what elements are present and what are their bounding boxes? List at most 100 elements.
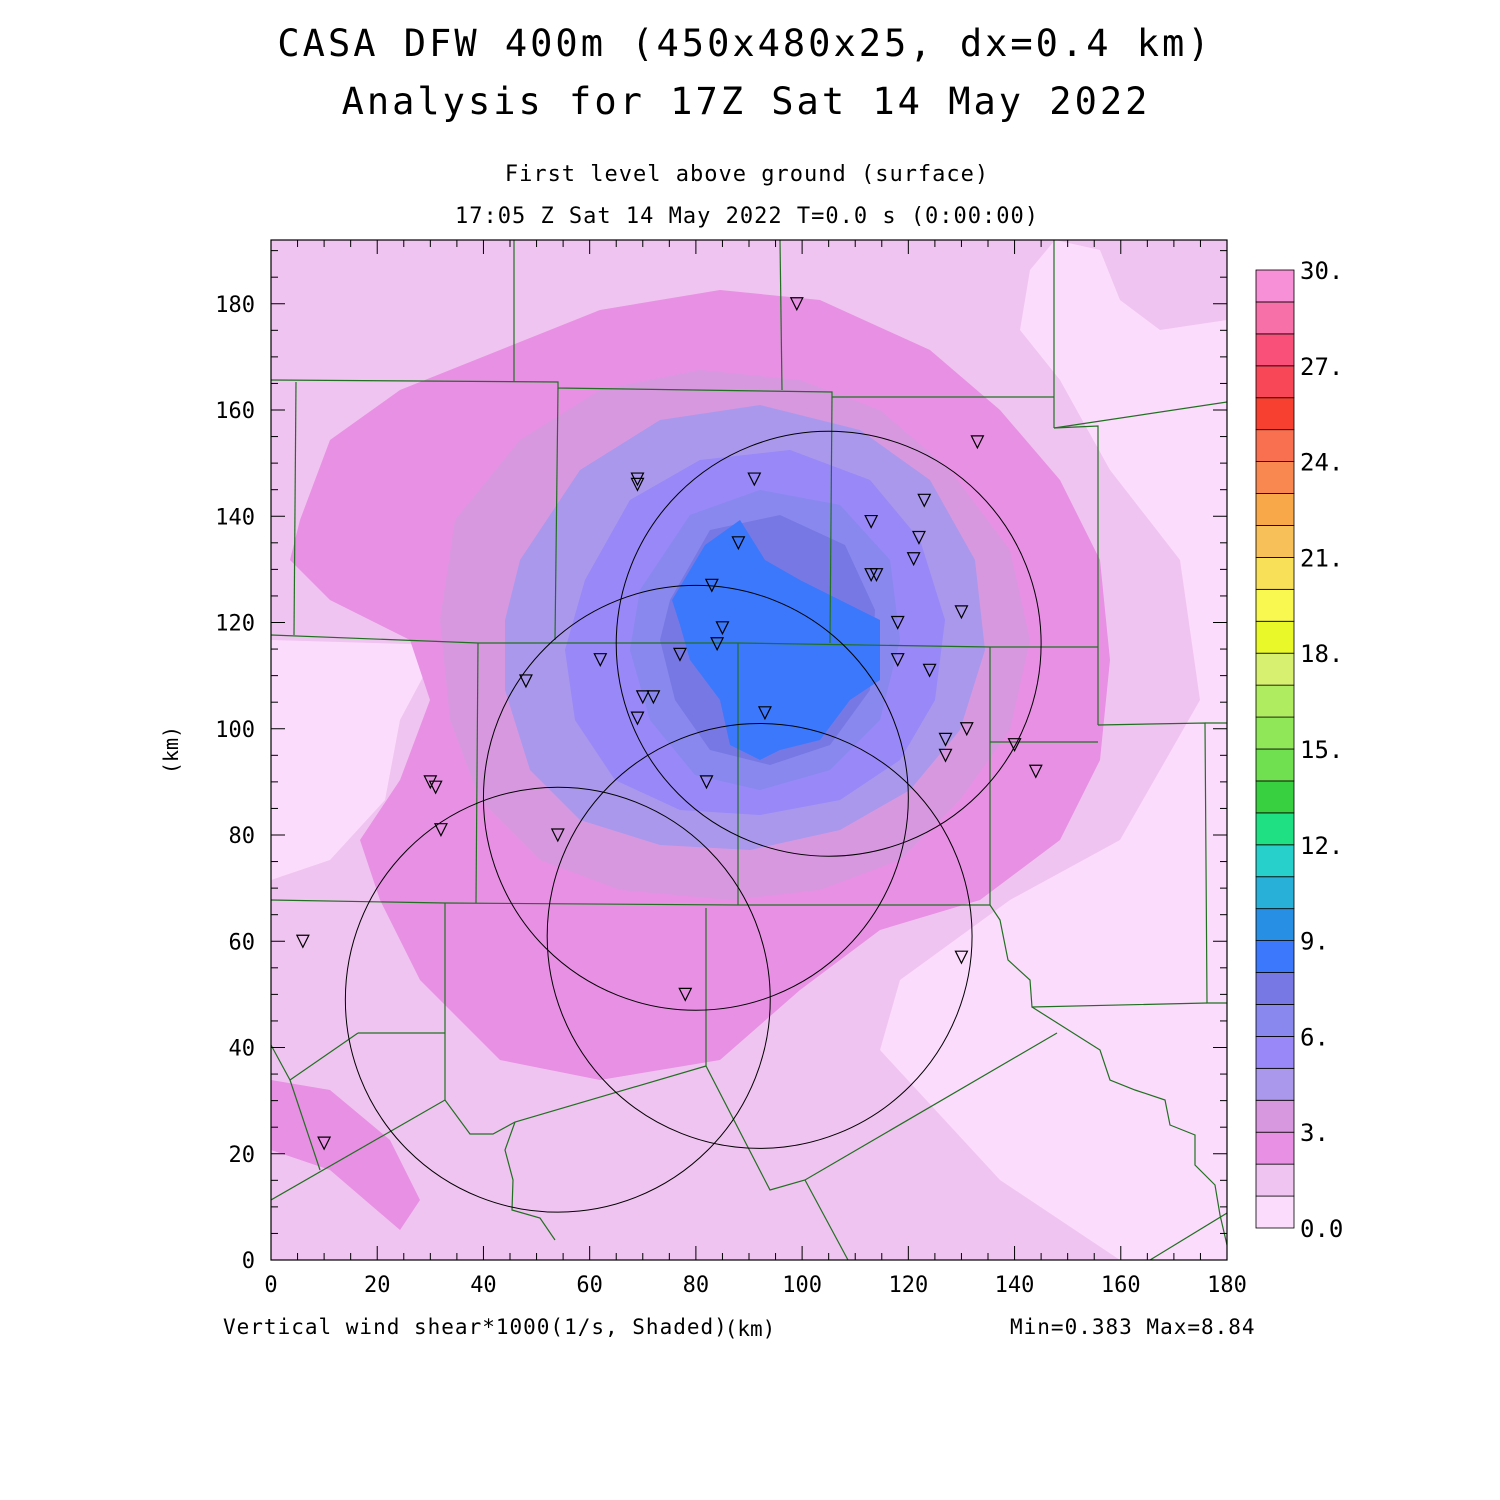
x-tick-label: 120 xyxy=(888,1273,928,1298)
station-marker xyxy=(630,711,645,726)
colorbar-swatch xyxy=(1255,588,1295,622)
y-axis-label: (km) xyxy=(159,726,183,774)
y-tick-label: 120 xyxy=(215,612,255,637)
x-tick-label: 100 xyxy=(782,1273,822,1298)
field-region-level3-southwest xyxy=(271,1080,420,1230)
colorbar-swatch xyxy=(1255,557,1295,590)
x-tick-label: 20 xyxy=(364,1273,391,1298)
x-tick-label: 0 xyxy=(264,1273,277,1298)
colorbar-swatch xyxy=(1255,525,1295,558)
station-marker xyxy=(630,472,645,487)
x-tick-label: 160 xyxy=(1101,1273,1141,1298)
field-region-lowest-west xyxy=(271,640,440,880)
colorbar-swatch xyxy=(1255,972,1295,1005)
min-max-label: Min=0.383 Max=8.84 xyxy=(1010,1315,1256,1339)
colorbar-swatch xyxy=(1255,780,1295,814)
y-tick-label: 20 xyxy=(229,1143,256,1168)
station-marker xyxy=(672,647,687,662)
chart-title: CASA DFW 400m (450x480x25, dx=0.4 km) xyxy=(277,22,1213,65)
time-label: 17:05 Z Sat 14 May 2022 T=0.0 s (0:00:00… xyxy=(454,204,1040,229)
colorbar-swatch xyxy=(1255,1163,1295,1197)
axis-ticks xyxy=(270,240,1228,1261)
station-marker xyxy=(710,637,725,652)
chart-subtitle: Analysis for 17Z Sat 14 May 2022 xyxy=(341,80,1151,123)
field-region-maximum xyxy=(672,520,880,760)
station-marker xyxy=(295,934,310,949)
y-tick-label: 40 xyxy=(229,1037,256,1062)
shaded-field xyxy=(271,240,1227,1260)
station-marker xyxy=(428,780,443,795)
colorbar-swatch xyxy=(1255,493,1295,526)
colorbar-swatch xyxy=(1255,1195,1295,1229)
axis-tick-labels: 0 20 40 60 80 100 120 140 160 180 0 20 40 60 80 100 120 1… xyxy=(215,293,1247,1298)
x-axis-label: (km) xyxy=(725,1317,776,1341)
station-marker xyxy=(954,950,969,965)
y-tick-label: 100 xyxy=(215,718,255,743)
colorbar-swatch xyxy=(1255,333,1295,367)
station-marker xyxy=(635,690,650,705)
colorbar-swatch xyxy=(1255,620,1295,654)
station-marker xyxy=(747,472,762,487)
colorbar-labels: 0.0 3. 6. 9. 12. 15. 18. 21. 24. 27. 30. xyxy=(1300,257,1343,1243)
station-marker xyxy=(678,987,693,1002)
colorbar-label: 6. xyxy=(1300,1023,1329,1051)
x-tick-label: 140 xyxy=(995,1273,1035,1298)
station-marker xyxy=(954,605,969,620)
colorbar-swatch xyxy=(1255,908,1295,942)
colorbar-swatch xyxy=(1255,1036,1295,1069)
colorbar-swatch xyxy=(1255,1067,1295,1101)
radar-rings xyxy=(344,430,1042,1213)
colorbar-swatch xyxy=(1255,652,1295,686)
colorbar xyxy=(1255,269,1295,1229)
colorbar-label: 0.0 xyxy=(1300,1215,1343,1243)
colorbar-swatch xyxy=(1255,1131,1295,1165)
station-marker xyxy=(317,1136,332,1151)
station-marker xyxy=(890,615,905,630)
colorbar-swatch xyxy=(1255,461,1295,494)
level-label: First level above ground (surface) xyxy=(504,162,990,187)
station-marker xyxy=(938,748,953,763)
y-tick-label: 140 xyxy=(215,505,255,530)
station-marker xyxy=(1007,738,1022,753)
station-marker xyxy=(630,477,645,492)
x-tick-label: 80 xyxy=(683,1273,710,1298)
station-marker xyxy=(864,514,879,529)
y-tick-label: 160 xyxy=(215,399,255,424)
station-marker xyxy=(646,690,661,705)
station-marker xyxy=(550,828,565,843)
colorbar-swatch xyxy=(1255,269,1295,303)
colorbar-swatch xyxy=(1255,940,1295,973)
colorbar-swatch xyxy=(1255,812,1295,846)
colorbar-swatch xyxy=(1255,429,1295,462)
y-tick-label: 180 xyxy=(215,293,255,318)
station-marker xyxy=(757,706,772,721)
radar-range-ring xyxy=(482,584,909,1011)
colorbar-label: 30. xyxy=(1300,257,1343,285)
y-tick-label: 80 xyxy=(229,824,256,849)
colorbar-swatch xyxy=(1255,844,1295,878)
radar-range-ring xyxy=(344,786,771,1213)
x-tick-label: 40 xyxy=(470,1273,497,1298)
colorbar-label: 27. xyxy=(1300,353,1343,381)
station-marker xyxy=(789,297,804,312)
colorbar-label: 9. xyxy=(1300,928,1329,956)
x-tick-label: 60 xyxy=(576,1273,603,1298)
colorbar-label: 18. xyxy=(1300,640,1343,668)
colorbar-swatch xyxy=(1255,301,1295,335)
station-marker xyxy=(890,653,905,668)
colorbar-label: 3. xyxy=(1300,1119,1329,1147)
colorbar-swatch xyxy=(1255,365,1295,399)
colorbar-label: 21. xyxy=(1300,544,1343,572)
x-tick-label: 180 xyxy=(1207,1273,1247,1298)
station-markers xyxy=(295,297,1043,1151)
radar-range-ring xyxy=(546,722,973,1149)
colorbar-label: 15. xyxy=(1300,736,1343,764)
station-marker xyxy=(1028,764,1043,779)
station-marker xyxy=(938,732,953,747)
station-marker xyxy=(593,653,608,668)
county-boundaries xyxy=(271,240,1227,1260)
y-tick-label: 60 xyxy=(229,930,256,955)
colorbar-swatch xyxy=(1255,876,1295,910)
station-marker xyxy=(917,493,932,508)
